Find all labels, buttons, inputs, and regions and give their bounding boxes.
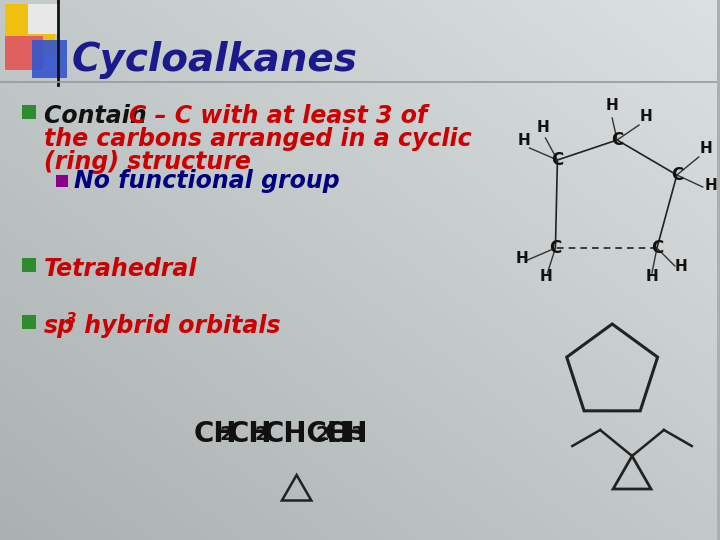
- Text: Tetrahedral: Tetrahedral: [44, 257, 197, 281]
- Text: C: C: [549, 239, 562, 257]
- Text: H: H: [705, 178, 717, 193]
- FancyBboxPatch shape: [32, 40, 67, 78]
- Text: 2: 2: [316, 425, 329, 444]
- Text: CH: CH: [229, 420, 273, 448]
- Text: H: H: [645, 269, 658, 285]
- Text: (ring) structure: (ring) structure: [44, 150, 251, 174]
- Text: Contain: Contain: [44, 104, 155, 128]
- Text: hybrid orbitals: hybrid orbitals: [76, 314, 280, 338]
- FancyBboxPatch shape: [22, 258, 36, 272]
- Text: 3: 3: [66, 312, 76, 327]
- FancyBboxPatch shape: [55, 175, 68, 187]
- Text: No functional group: No functional group: [73, 169, 339, 193]
- FancyBboxPatch shape: [22, 105, 36, 119]
- FancyBboxPatch shape: [22, 315, 36, 329]
- FancyBboxPatch shape: [5, 36, 42, 70]
- Text: C: C: [651, 239, 663, 257]
- Text: sp: sp: [44, 314, 75, 338]
- Text: C – C with at least 3 of: C – C with at least 3 of: [130, 104, 428, 128]
- Text: H: H: [537, 119, 550, 134]
- FancyBboxPatch shape: [28, 4, 60, 34]
- Text: 2: 2: [255, 425, 269, 444]
- Text: H: H: [606, 98, 618, 113]
- Text: the carbons arranged in a cyclic: the carbons arranged in a cyclic: [44, 127, 472, 151]
- Text: CHCH: CHCH: [264, 420, 351, 448]
- Text: 2: 2: [220, 425, 233, 444]
- Text: H: H: [518, 133, 531, 148]
- Text: H: H: [540, 268, 553, 284]
- Text: C: C: [611, 131, 624, 149]
- Text: C: C: [671, 166, 683, 184]
- Text: C: C: [552, 151, 564, 169]
- Text: Cycloalkanes: Cycloalkanes: [72, 41, 358, 79]
- Text: H: H: [640, 109, 653, 124]
- FancyBboxPatch shape: [5, 4, 55, 54]
- Text: 3: 3: [351, 425, 364, 444]
- Text: H: H: [675, 259, 688, 274]
- Text: H: H: [516, 251, 528, 266]
- Text: CH: CH: [194, 420, 238, 448]
- Text: CH: CH: [325, 420, 369, 448]
- Text: H: H: [699, 140, 712, 156]
